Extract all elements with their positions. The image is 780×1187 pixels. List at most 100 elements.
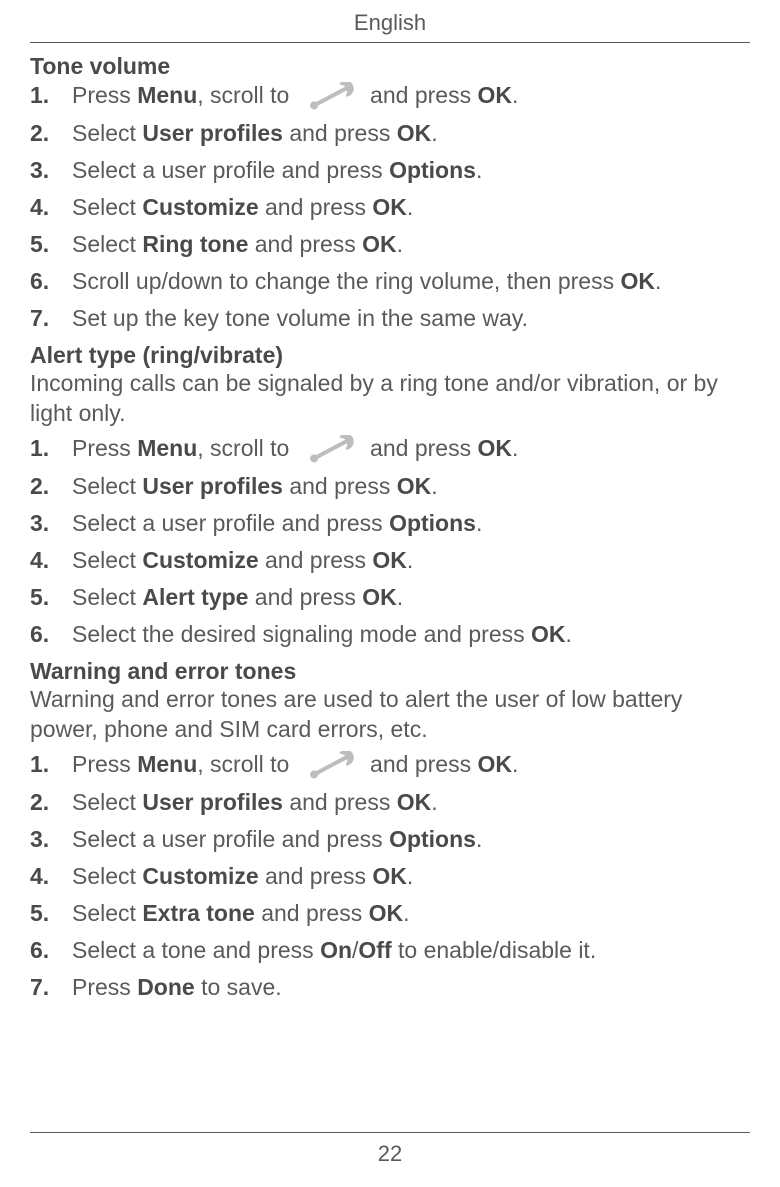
step-text: Select — [72, 789, 142, 815]
step-text: Scroll up/down to change the ring volume… — [72, 268, 621, 294]
step-text: . — [407, 863, 413, 889]
step-text: and press — [364, 435, 478, 461]
step-text: and press — [248, 584, 362, 610]
step-number: 4. — [30, 545, 49, 576]
step-number: 2. — [30, 471, 49, 502]
steps-list: 1.Press Menu, scroll to and press OK.2.S… — [30, 80, 750, 334]
wrench-icon — [300, 82, 360, 112]
bold-text: OK — [372, 194, 407, 220]
section-title: Tone volume — [30, 53, 750, 80]
step-text: Select — [72, 231, 142, 257]
bold-text: On — [320, 937, 352, 963]
step-item: 5.Select Alert type and press OK. — [30, 582, 750, 613]
step-item: 6.Scroll up/down to change the ring volu… — [30, 266, 750, 297]
step-number: 6. — [30, 619, 49, 650]
bold-text: OK — [621, 268, 656, 294]
step-number: 1. — [30, 433, 49, 464]
step-text: . — [431, 120, 437, 146]
step-text: . — [403, 900, 409, 926]
step-item: 3.Select a user profile and press Option… — [30, 824, 750, 855]
step-text: Select a tone and press — [72, 937, 320, 963]
step-item: 4.Select Customize and press OK. — [30, 192, 750, 223]
step-text: . — [407, 194, 413, 220]
step-item: 3.Select a user profile and press Option… — [30, 508, 750, 539]
step-text: and press — [283, 120, 397, 146]
step-item: 4.Select Customize and press OK. — [30, 545, 750, 576]
step-text: . — [397, 584, 403, 610]
bold-text: OK — [369, 900, 404, 926]
section: Warning and error tonesWarning and error… — [30, 658, 750, 1003]
step-text: Select — [72, 863, 142, 889]
step-text: . — [476, 826, 482, 852]
section-intro: Incoming calls can be signaled by a ring… — [30, 369, 750, 429]
bold-text: Ring tone — [142, 231, 248, 257]
step-item: 1.Press Menu, scroll to and press OK. — [30, 80, 750, 112]
bold-text: Options — [389, 510, 476, 536]
step-text: to enable/disable it. — [392, 937, 597, 963]
step-text: . — [431, 789, 437, 815]
step-text: Press — [72, 435, 137, 461]
step-number: 6. — [30, 935, 49, 966]
bold-text: Done — [137, 974, 195, 1000]
step-text: Select the desired signaling mode and pr… — [72, 621, 531, 647]
step-text: Select a user profile and press — [72, 157, 389, 183]
bold-text: OK — [477, 751, 512, 777]
step-text: and press — [259, 194, 373, 220]
bold-text: OK — [397, 473, 432, 499]
step-text: Select — [72, 584, 142, 610]
step-number: 5. — [30, 229, 49, 260]
step-text: and press — [259, 547, 373, 573]
step-number: 2. — [30, 787, 49, 818]
step-item: 3. Select a user profile and press Option… — [30, 155, 750, 186]
step-text: to save. — [195, 974, 282, 1000]
wrench-icon — [300, 435, 360, 465]
step-text: . — [476, 510, 482, 536]
step-text: , scroll to — [197, 751, 295, 777]
bold-text: Alert type — [142, 584, 248, 610]
section: Alert type (ring/vibrate)Incoming calls … — [30, 342, 750, 650]
bold-text: OK — [372, 863, 407, 889]
step-text: . — [512, 751, 518, 777]
step-text: and press — [364, 751, 478, 777]
step-item: 4.Select Customize and press OK. — [30, 861, 750, 892]
step-text: . — [655, 268, 661, 294]
section-title: Warning and error tones — [30, 658, 750, 685]
page-footer: 22 — [30, 1132, 750, 1167]
step-item: 6.Select a tone and press On/Off to enab… — [30, 935, 750, 966]
step-text: and press — [364, 82, 478, 108]
step-text: Press — [72, 974, 137, 1000]
bold-text: Options — [389, 826, 476, 852]
bold-text: OK — [372, 547, 407, 573]
step-text: and press — [259, 863, 373, 889]
step-item: 7.Press Done to save. — [30, 972, 750, 1003]
step-text: . — [431, 473, 437, 499]
step-number: 3. — [30, 155, 49, 186]
step-number: 3. — [30, 508, 49, 539]
steps-list: 1.Press Menu, scroll to and press OK.2.S… — [30, 749, 750, 1003]
step-text: and press — [255, 900, 369, 926]
step-number: 1. — [30, 749, 49, 780]
section-title: Alert type (ring/vibrate) — [30, 342, 750, 369]
step-number: 3. — [30, 824, 49, 855]
bold-text: User profiles — [142, 789, 283, 815]
step-item: 1.Press Menu, scroll to and press OK. — [30, 749, 750, 781]
step-number: 4. — [30, 861, 49, 892]
bold-text: Extra tone — [142, 900, 254, 926]
step-text: Select — [72, 547, 142, 573]
step-number: 7. — [30, 303, 49, 334]
section-intro: Warning and error tones are used to aler… — [30, 685, 750, 745]
step-number: 2. — [30, 118, 49, 149]
step-item: 7.Set up the key tone volume in the same… — [30, 303, 750, 334]
step-item: 2.Select User profiles and press OK. — [30, 118, 750, 149]
page-number: 22 — [378, 1141, 402, 1166]
bold-text: Off — [358, 937, 391, 963]
step-text: . — [512, 435, 518, 461]
bold-text: User profiles — [142, 120, 283, 146]
step-item: 1.Press Menu, scroll to and press OK. — [30, 433, 750, 465]
bold-text: Options — [389, 157, 476, 183]
step-text: . — [566, 621, 572, 647]
bold-text: User profiles — [142, 473, 283, 499]
step-text: Press — [72, 751, 137, 777]
step-text: . — [397, 231, 403, 257]
step-item: 2.Select User profiles and press OK. — [30, 471, 750, 502]
